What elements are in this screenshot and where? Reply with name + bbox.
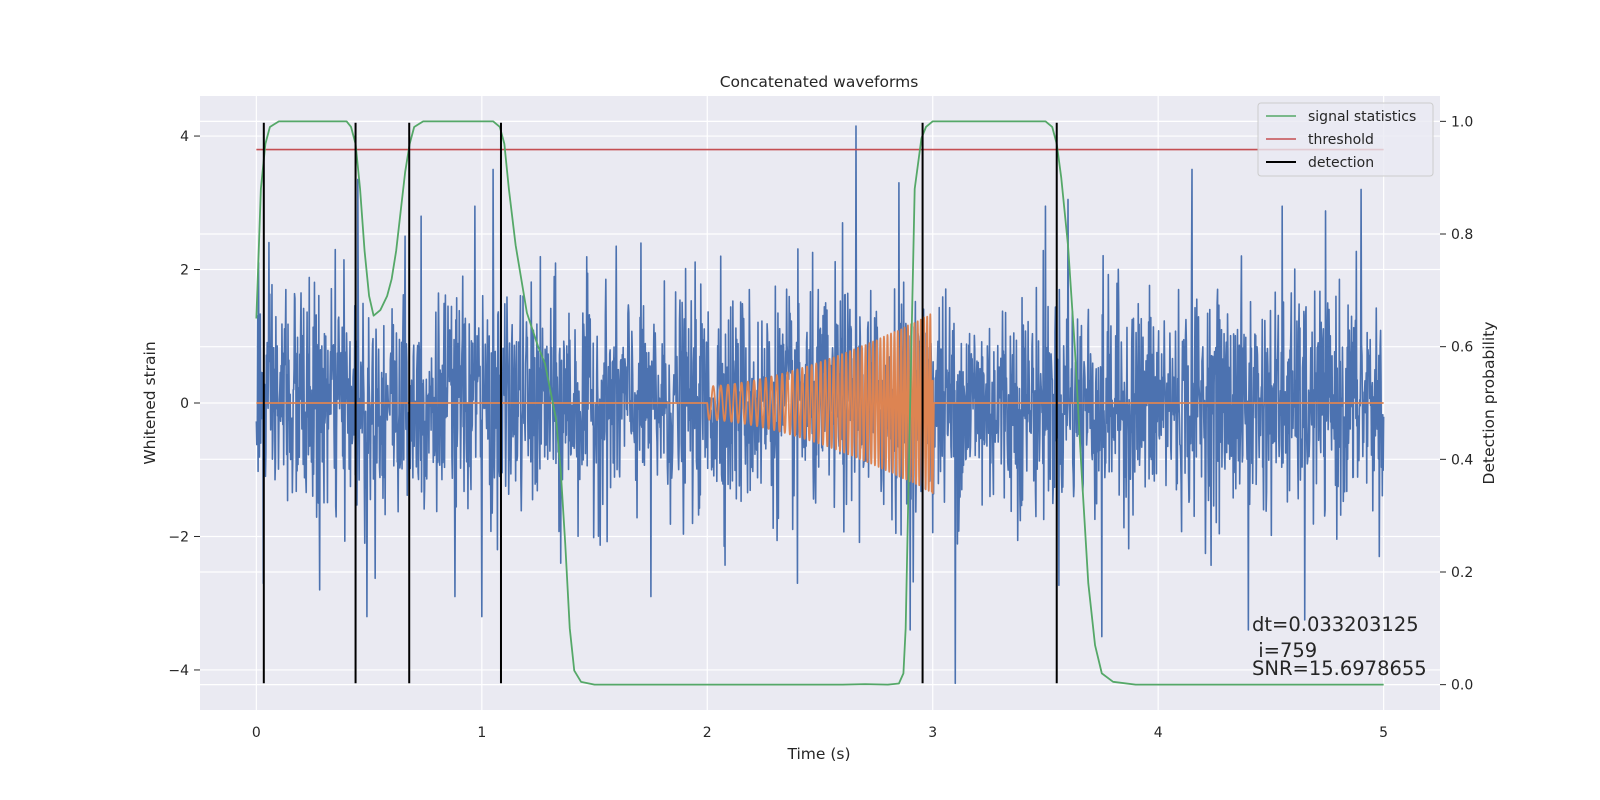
legend-label-detection: detection [1308,155,1374,171]
y2-tick-label: 0.4 [1451,452,1473,468]
y2-tick-label: 1.0 [1451,114,1473,130]
x-axis-label: Time (s) [786,745,850,763]
y2-tick-label: 0.6 [1451,340,1473,356]
chart-title: Concatenated waveforms [720,73,919,91]
legend-box [1257,102,1434,177]
y2-axis-label: Detection probability [1480,322,1498,485]
y-axis-label: Whitened strain [141,341,159,464]
x-tick-label: 3 [928,725,937,741]
y2-tick-label: 0.8 [1451,227,1473,243]
y2-tick-label: 0.0 [1451,678,1473,694]
y-axis-left: −4 −2 0 2 4 [168,129,200,679]
annotation-dt: dt=0.033203125 [1252,613,1419,636]
y-axis-right: 0.0 0.2 0.4 0.6 0.8 1.0 [1440,114,1473,694]
y2-tick-label: 0.2 [1451,565,1473,581]
legend-label-threshold: threshold [1308,132,1374,148]
legend-label-signal-statistics: signal statistics [1308,109,1416,125]
legend: signal statistics threshold detection [1257,102,1434,177]
x-tick-label: 0 [252,725,261,741]
annotation-block: dt=0.033203125 i=759 SNR=15.6978655 [1252,613,1427,680]
x-axis: 0 1 2 3 4 5 [252,725,1388,741]
x-tick-label: 4 [1154,725,1163,741]
annotation-i: i=759 [1252,639,1317,662]
plot-area [255,120,1385,686]
annotation-snr: SNR=15.6978655 [1252,657,1427,680]
injection-chirp-line [256,313,1384,494]
x-tick-label: 2 [703,725,712,741]
y-tick-label: −4 [168,663,189,679]
y-tick-label: 4 [180,129,189,145]
x-tick-label: 5 [1379,725,1388,741]
y-tick-label: 2 [180,263,189,279]
signal-statistics-line [255,120,1384,686]
y-tick-label: 0 [180,396,189,412]
y-tick-label: −2 [168,529,189,545]
x-tick-label: 1 [477,725,486,741]
strain-noise-line [255,125,1385,685]
